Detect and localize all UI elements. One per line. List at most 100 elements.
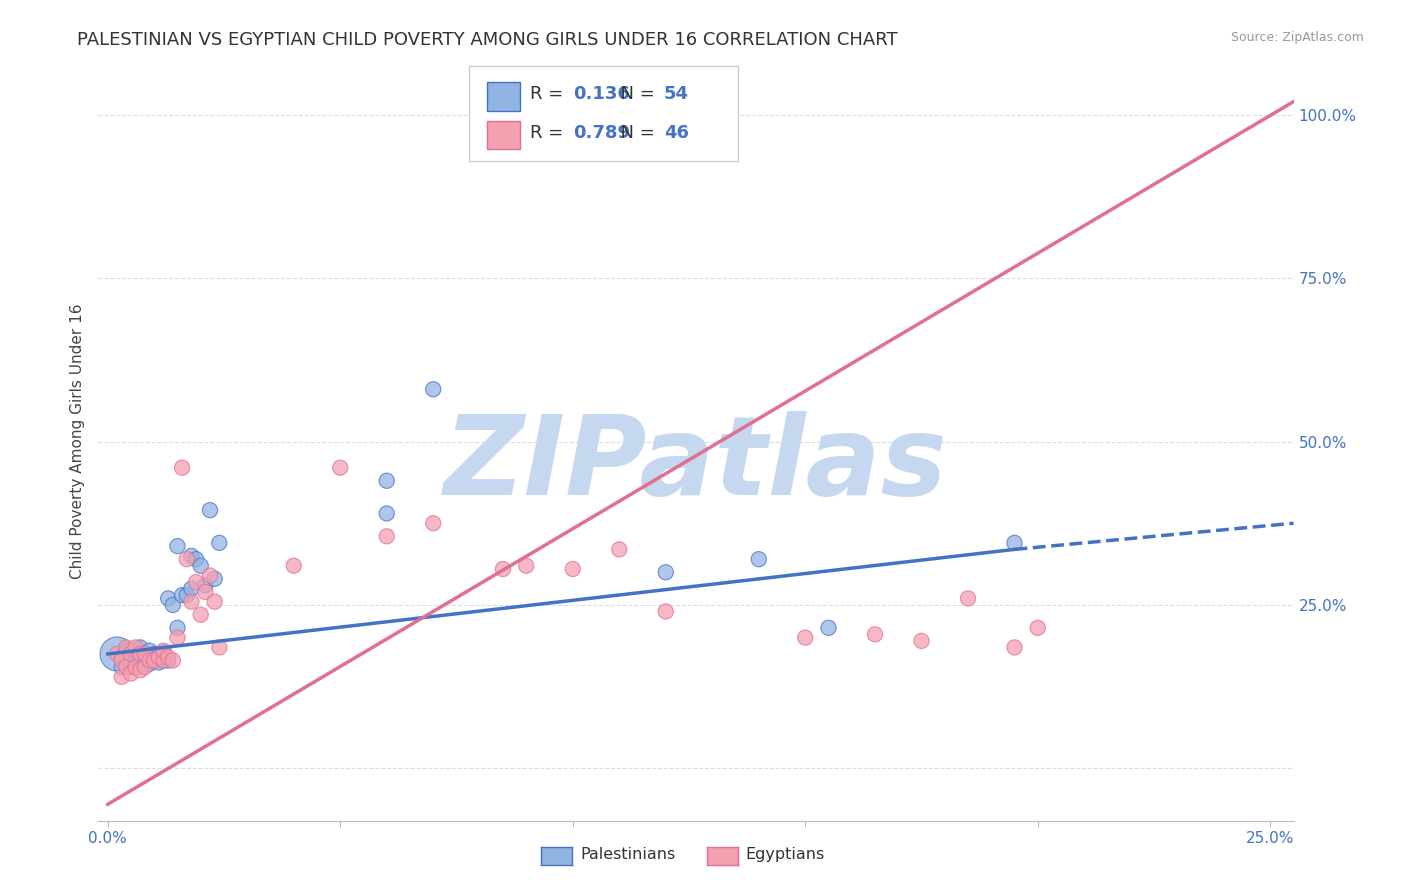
Point: [111, 653, 134, 667]
Point: [176, 552, 198, 566]
Point: [129, 657, 152, 671]
Point: [655, 605, 678, 619]
Point: [134, 653, 156, 667]
Text: 46: 46: [664, 124, 689, 142]
Point: [111, 650, 134, 665]
Text: Source: ZipAtlas.com: Source: ZipAtlas.com: [1230, 31, 1364, 45]
FancyBboxPatch shape: [486, 120, 520, 150]
Point: [152, 653, 174, 667]
Point: [138, 648, 160, 663]
Point: [120, 660, 142, 674]
Point: [124, 648, 146, 663]
Point: [190, 558, 212, 573]
Point: [204, 572, 226, 586]
Point: [134, 647, 156, 661]
Text: N =: N =: [609, 86, 661, 103]
Point: [124, 643, 146, 657]
Point: [129, 663, 152, 677]
Point: [138, 653, 160, 667]
Point: [134, 660, 156, 674]
Point: [143, 653, 166, 667]
Point: [184, 575, 207, 590]
Point: [184, 552, 207, 566]
Point: [162, 598, 184, 612]
Point: [115, 643, 138, 657]
Point: [152, 643, 174, 657]
FancyBboxPatch shape: [470, 66, 738, 161]
Point: [375, 529, 398, 543]
Point: [794, 631, 817, 645]
Point: [166, 539, 188, 553]
Point: [329, 460, 352, 475]
Point: [863, 627, 886, 641]
Point: [176, 588, 198, 602]
Point: [134, 647, 156, 661]
Point: [115, 657, 138, 671]
Point: [157, 653, 180, 667]
Point: [655, 566, 678, 580]
Point: [748, 552, 770, 566]
Point: [111, 670, 134, 684]
Point: [120, 647, 142, 661]
Point: [124, 640, 146, 655]
Point: [120, 657, 142, 671]
Point: [172, 460, 194, 475]
Point: [115, 640, 138, 655]
Point: [138, 643, 160, 657]
Y-axis label: Child Poverty Among Girls Under 16: Child Poverty Among Girls Under 16: [69, 304, 84, 579]
Point: [120, 653, 142, 667]
Point: [561, 562, 583, 576]
Text: 0.789: 0.789: [572, 124, 630, 142]
Point: [910, 633, 932, 648]
Point: [129, 647, 152, 661]
Point: [124, 660, 146, 674]
Point: [515, 558, 537, 573]
Point: [143, 653, 166, 667]
Point: [198, 503, 221, 517]
Text: 0.136: 0.136: [572, 86, 630, 103]
Point: [115, 650, 138, 665]
Point: [138, 657, 160, 671]
Point: [120, 666, 142, 681]
Point: [148, 648, 170, 663]
Point: [105, 647, 128, 661]
Text: 54: 54: [664, 86, 689, 103]
FancyBboxPatch shape: [486, 82, 520, 112]
Point: [172, 588, 194, 602]
Point: [120, 650, 142, 665]
Point: [198, 568, 221, 582]
Point: [1026, 621, 1049, 635]
Point: [148, 650, 170, 665]
Point: [956, 591, 979, 606]
Text: N =: N =: [609, 124, 661, 142]
Text: R =: R =: [530, 86, 569, 103]
Point: [492, 562, 515, 576]
Point: [180, 549, 202, 563]
Point: [166, 631, 188, 645]
Text: ZIPatlas: ZIPatlas: [444, 411, 948, 517]
Point: [208, 536, 231, 550]
Point: [157, 591, 180, 606]
Point: [1004, 536, 1026, 550]
Point: [120, 643, 142, 657]
Point: [166, 621, 188, 635]
Point: [1004, 640, 1026, 655]
Point: [105, 647, 128, 661]
Text: Egyptians: Egyptians: [745, 847, 824, 862]
Text: Palestinians: Palestinians: [581, 847, 676, 862]
Point: [148, 656, 170, 670]
Text: R =: R =: [530, 124, 569, 142]
Point: [422, 516, 444, 531]
Point: [204, 595, 226, 609]
Point: [124, 653, 146, 667]
Point: [422, 382, 444, 396]
Point: [120, 647, 142, 661]
Point: [194, 585, 217, 599]
Point: [375, 474, 398, 488]
Point: [152, 645, 174, 659]
Point: [129, 651, 152, 665]
Point: [208, 640, 231, 655]
Point: [152, 653, 174, 667]
Point: [817, 621, 839, 635]
Point: [375, 507, 398, 521]
